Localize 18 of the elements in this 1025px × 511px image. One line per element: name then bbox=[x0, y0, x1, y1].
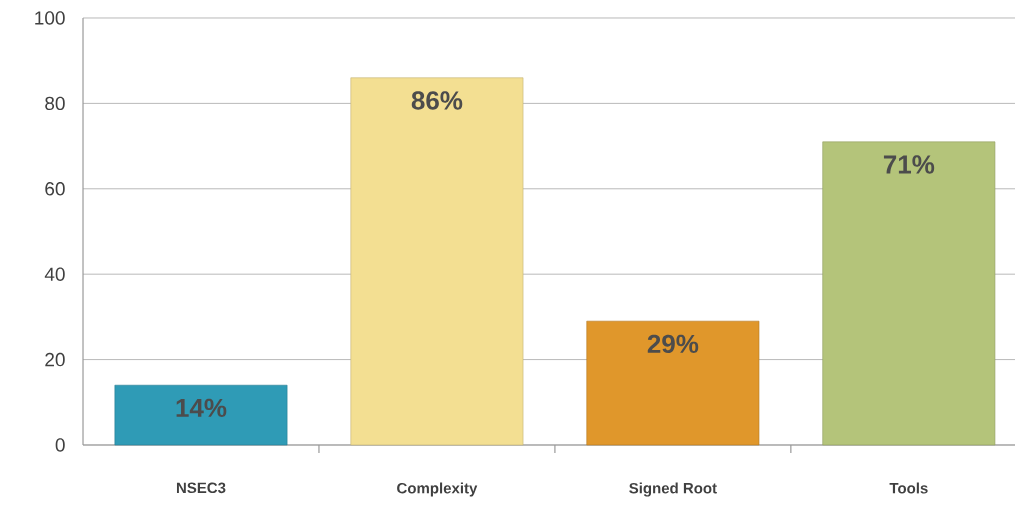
bar bbox=[114, 384, 288, 446]
y-tick-label: 0 bbox=[55, 438, 65, 452]
y-tick-label: 100 bbox=[35, 11, 65, 25]
y-tick-label: 80 bbox=[45, 96, 65, 111]
bar bbox=[822, 141, 996, 446]
data-label: 14% bbox=[176, 398, 227, 418]
x-tick-label: Complexity bbox=[397, 482, 478, 497]
data-label: 71% bbox=[883, 155, 935, 174]
y-tick-label: 60 bbox=[45, 182, 65, 196]
data-label: 29% bbox=[647, 334, 699, 354]
x-tick-label: NSEC3 bbox=[176, 482, 226, 494]
bar bbox=[586, 320, 760, 446]
data-label: 86% bbox=[411, 91, 463, 110]
y-tick-label: 40 bbox=[44, 267, 65, 281]
x-tick-label: Tools bbox=[889, 482, 928, 494]
y-tick-label: 20 bbox=[45, 352, 65, 367]
bar bbox=[350, 77, 524, 446]
x-tick-label: Signed Root bbox=[629, 482, 717, 497]
